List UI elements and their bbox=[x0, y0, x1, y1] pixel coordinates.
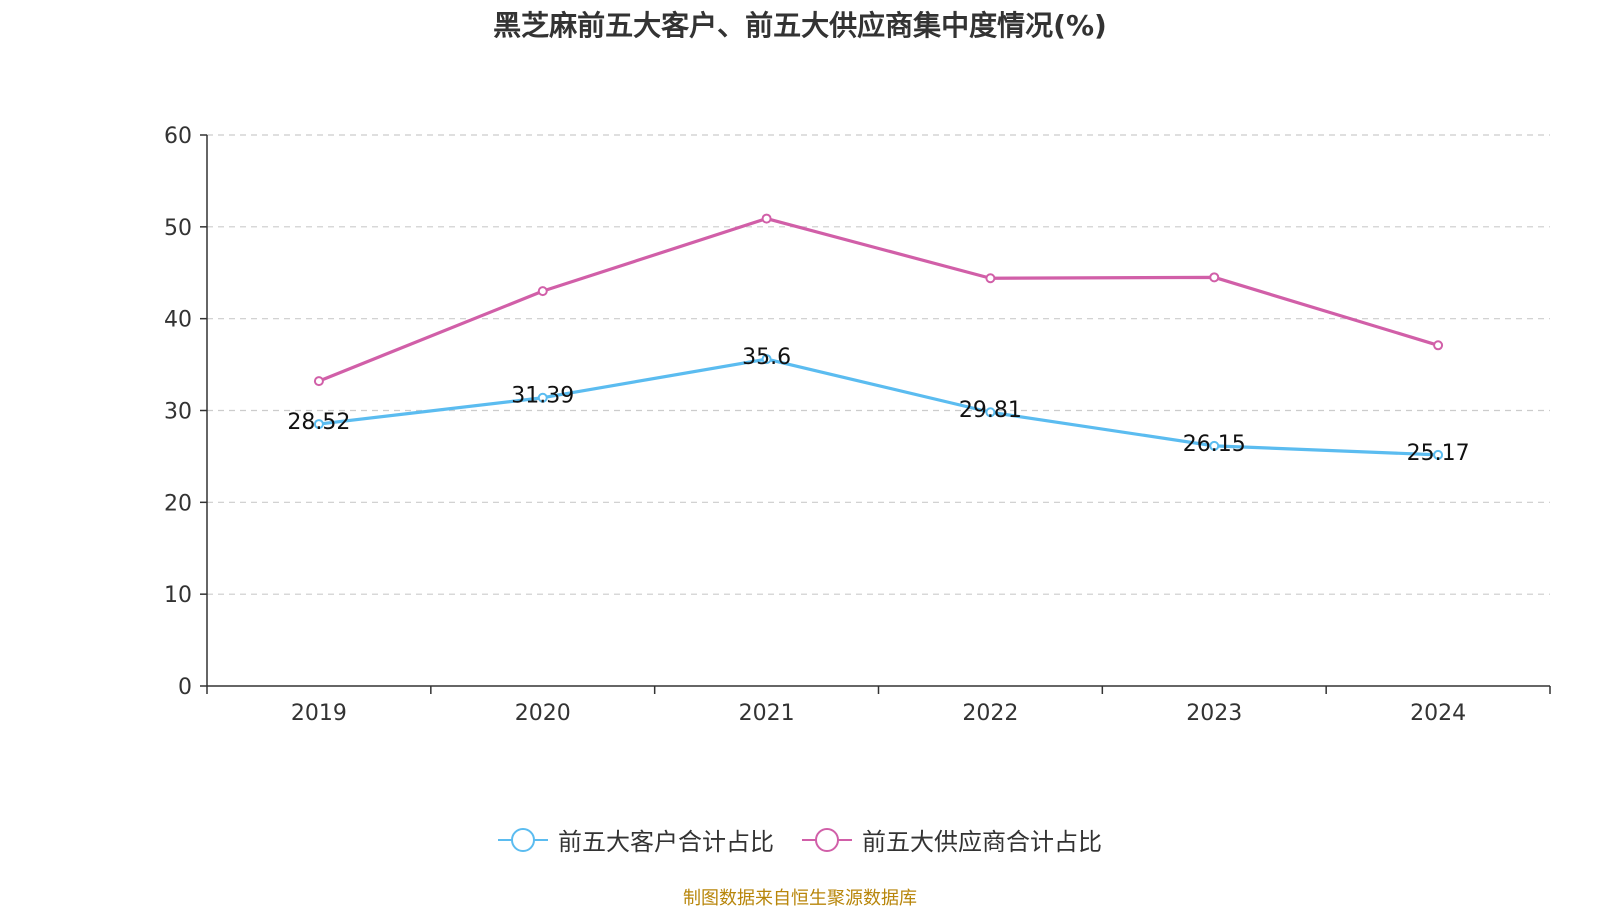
y-tick-label: 60 bbox=[164, 124, 192, 149]
y-tick-label: 40 bbox=[164, 308, 192, 333]
data-point[interactable] bbox=[985, 273, 996, 284]
legend-swatch-suppliers bbox=[802, 827, 852, 852]
data-point[interactable] bbox=[537, 286, 548, 297]
x-tick-label: 2023 bbox=[1186, 701, 1242, 726]
y-tick-label: 10 bbox=[164, 583, 192, 608]
x-tick-label: 2020 bbox=[515, 701, 571, 726]
y-tick-label: 30 bbox=[164, 400, 192, 425]
data-point[interactable] bbox=[537, 392, 548, 403]
legend-label-suppliers: 前五大供应商合计占比 bbox=[862, 828, 1102, 856]
legend-swatch-customers bbox=[498, 827, 548, 852]
data-point[interactable] bbox=[985, 407, 996, 418]
x-tick-label: 2024 bbox=[1410, 701, 1466, 726]
data-label: 25.17 bbox=[1407, 441, 1470, 466]
data-label: 31.39 bbox=[511, 384, 574, 409]
x-tick-label: 2021 bbox=[739, 701, 795, 726]
source-note: 制图数据来自恒生聚源数据库 bbox=[683, 888, 917, 909]
data-label: 29.81 bbox=[959, 398, 1022, 423]
data-point[interactable] bbox=[761, 213, 772, 224]
legend-label-customers: 前五大客户合计占比 bbox=[558, 828, 774, 856]
data-point[interactable] bbox=[1209, 272, 1220, 283]
data-label: 28.52 bbox=[287, 410, 350, 435]
data-point[interactable] bbox=[1209, 440, 1220, 451]
y-tick-label: 0 bbox=[178, 675, 192, 700]
y-tick-label: 50 bbox=[164, 216, 192, 241]
series-line-suppliers bbox=[318, 216, 1439, 383]
x-tick-label: 2019 bbox=[291, 701, 347, 726]
x-tick-label: 2022 bbox=[962, 701, 1018, 726]
data-point[interactable] bbox=[313, 376, 324, 387]
data-label: 26.15 bbox=[1183, 432, 1246, 457]
legend: 前五大客户合计占比 前五大供应商合计占比 bbox=[0, 822, 1600, 857]
series-line-customers bbox=[318, 357, 1439, 457]
data-point[interactable] bbox=[1433, 449, 1444, 460]
y-tick-label: 20 bbox=[164, 491, 192, 516]
chart-title: 黑芝麻前五大客户、前五大供应商集中度情况(%) bbox=[493, 9, 1107, 42]
data-label: 35.6 bbox=[742, 345, 791, 370]
legend-item-customers[interactable]: 前五大客户合计占比 bbox=[498, 822, 774, 857]
legend-item-suppliers[interactable]: 前五大供应商合计占比 bbox=[802, 822, 1102, 857]
data-point[interactable] bbox=[313, 419, 324, 430]
data-point[interactable] bbox=[761, 354, 772, 365]
data-point[interactable] bbox=[1433, 340, 1444, 351]
